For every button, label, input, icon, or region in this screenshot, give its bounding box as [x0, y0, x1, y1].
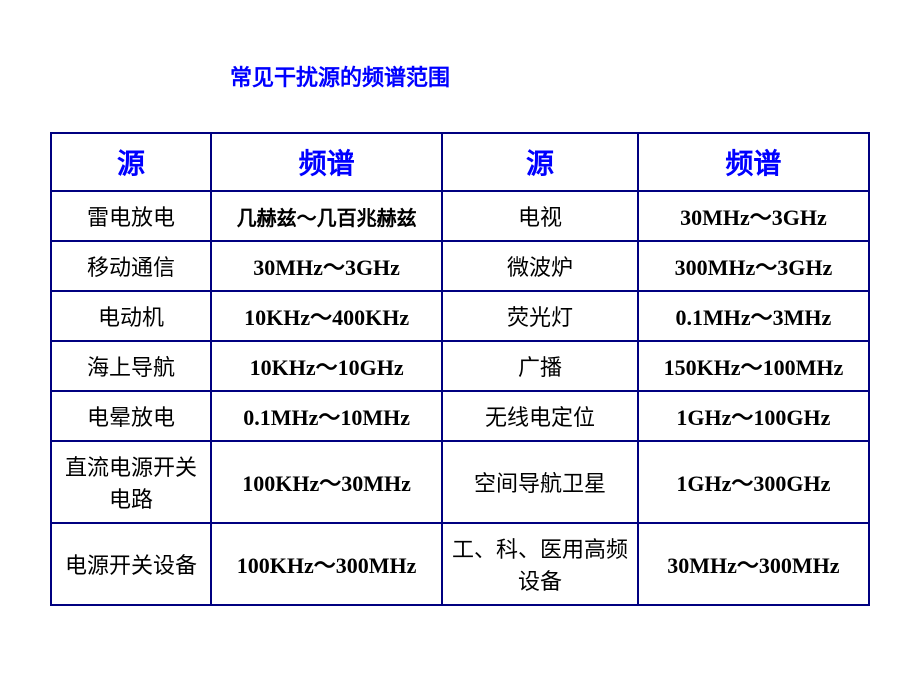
cell-spectrum: 30MHz～3GHz	[638, 191, 869, 241]
table-row: 电晕放电0.1MHz～10MHz无线电定位1GHz～100GHz	[51, 391, 869, 441]
cell-spectrum: 10KHz～10GHz	[211, 341, 442, 391]
cell-source: 电视	[442, 191, 638, 241]
cell-source: 电动机	[51, 291, 211, 341]
cell-spectrum: 100KHz～300MHz	[211, 523, 442, 605]
slide: 常见干扰源的频谱范围 源 频谱 源 频谱 雷电放电几赫兹～几百兆赫兹电视30MH…	[0, 0, 920, 690]
cell-spectrum: 1GHz～100GHz	[638, 391, 869, 441]
table-row: 海上导航10KHz～10GHz广播150KHz～100MHz	[51, 341, 869, 391]
col-source-2: 源	[442, 133, 638, 191]
table-row: 电源开关设备100KHz～300MHz工、科、医用高频设备30MHz～300MH…	[51, 523, 869, 605]
table-row: 移动通信30MHz～3GHz微波炉300MHz～3GHz	[51, 241, 869, 291]
table-header-row: 源 频谱 源 频谱	[51, 133, 869, 191]
cell-source: 广播	[442, 341, 638, 391]
cell-source: 电晕放电	[51, 391, 211, 441]
cell-source: 荧光灯	[442, 291, 638, 341]
table-row: 雷电放电几赫兹～几百兆赫兹电视30MHz～3GHz	[51, 191, 869, 241]
cell-source: 海上导航	[51, 341, 211, 391]
cell-source: 直流电源开关电路	[51, 441, 211, 523]
cell-spectrum: 100KHz～30MHz	[211, 441, 442, 523]
cell-spectrum: 30MHz～3GHz	[211, 241, 442, 291]
cell-spectrum: 10KHz～400KHz	[211, 291, 442, 341]
cell-source: 空间导航卫星	[442, 441, 638, 523]
cell-spectrum: 300MHz～3GHz	[638, 241, 869, 291]
cell-source: 电源开关设备	[51, 523, 211, 605]
cell-source: 微波炉	[442, 241, 638, 291]
cell-source: 移动通信	[51, 241, 211, 291]
cell-spectrum: 30MHz～300MHz	[638, 523, 869, 605]
spectrum-table: 源 频谱 源 频谱 雷电放电几赫兹～几百兆赫兹电视30MHz～3GHz移动通信3…	[50, 132, 870, 606]
cell-spectrum: 0.1MHz～10MHz	[211, 391, 442, 441]
cell-spectrum: 150KHz～100MHz	[638, 341, 869, 391]
col-spectrum-1: 频谱	[211, 133, 442, 191]
cell-source: 无线电定位	[442, 391, 638, 441]
cell-source: 工、科、医用高频设备	[442, 523, 638, 605]
cell-spectrum: 1GHz～300GHz	[638, 441, 869, 523]
col-spectrum-2: 频谱	[638, 133, 869, 191]
table-row: 电动机10KHz～400KHz荧光灯0.1MHz～3MHz	[51, 291, 869, 341]
col-source-1: 源	[51, 133, 211, 191]
cell-source: 雷电放电	[51, 191, 211, 241]
table-row: 直流电源开关电路100KHz～30MHz空间导航卫星1GHz～300GHz	[51, 441, 869, 523]
cell-spectrum: 0.1MHz～3MHz	[638, 291, 869, 341]
cell-spectrum: 几赫兹～几百兆赫兹	[211, 191, 442, 241]
page-title: 常见干扰源的频谱范围	[230, 60, 870, 92]
